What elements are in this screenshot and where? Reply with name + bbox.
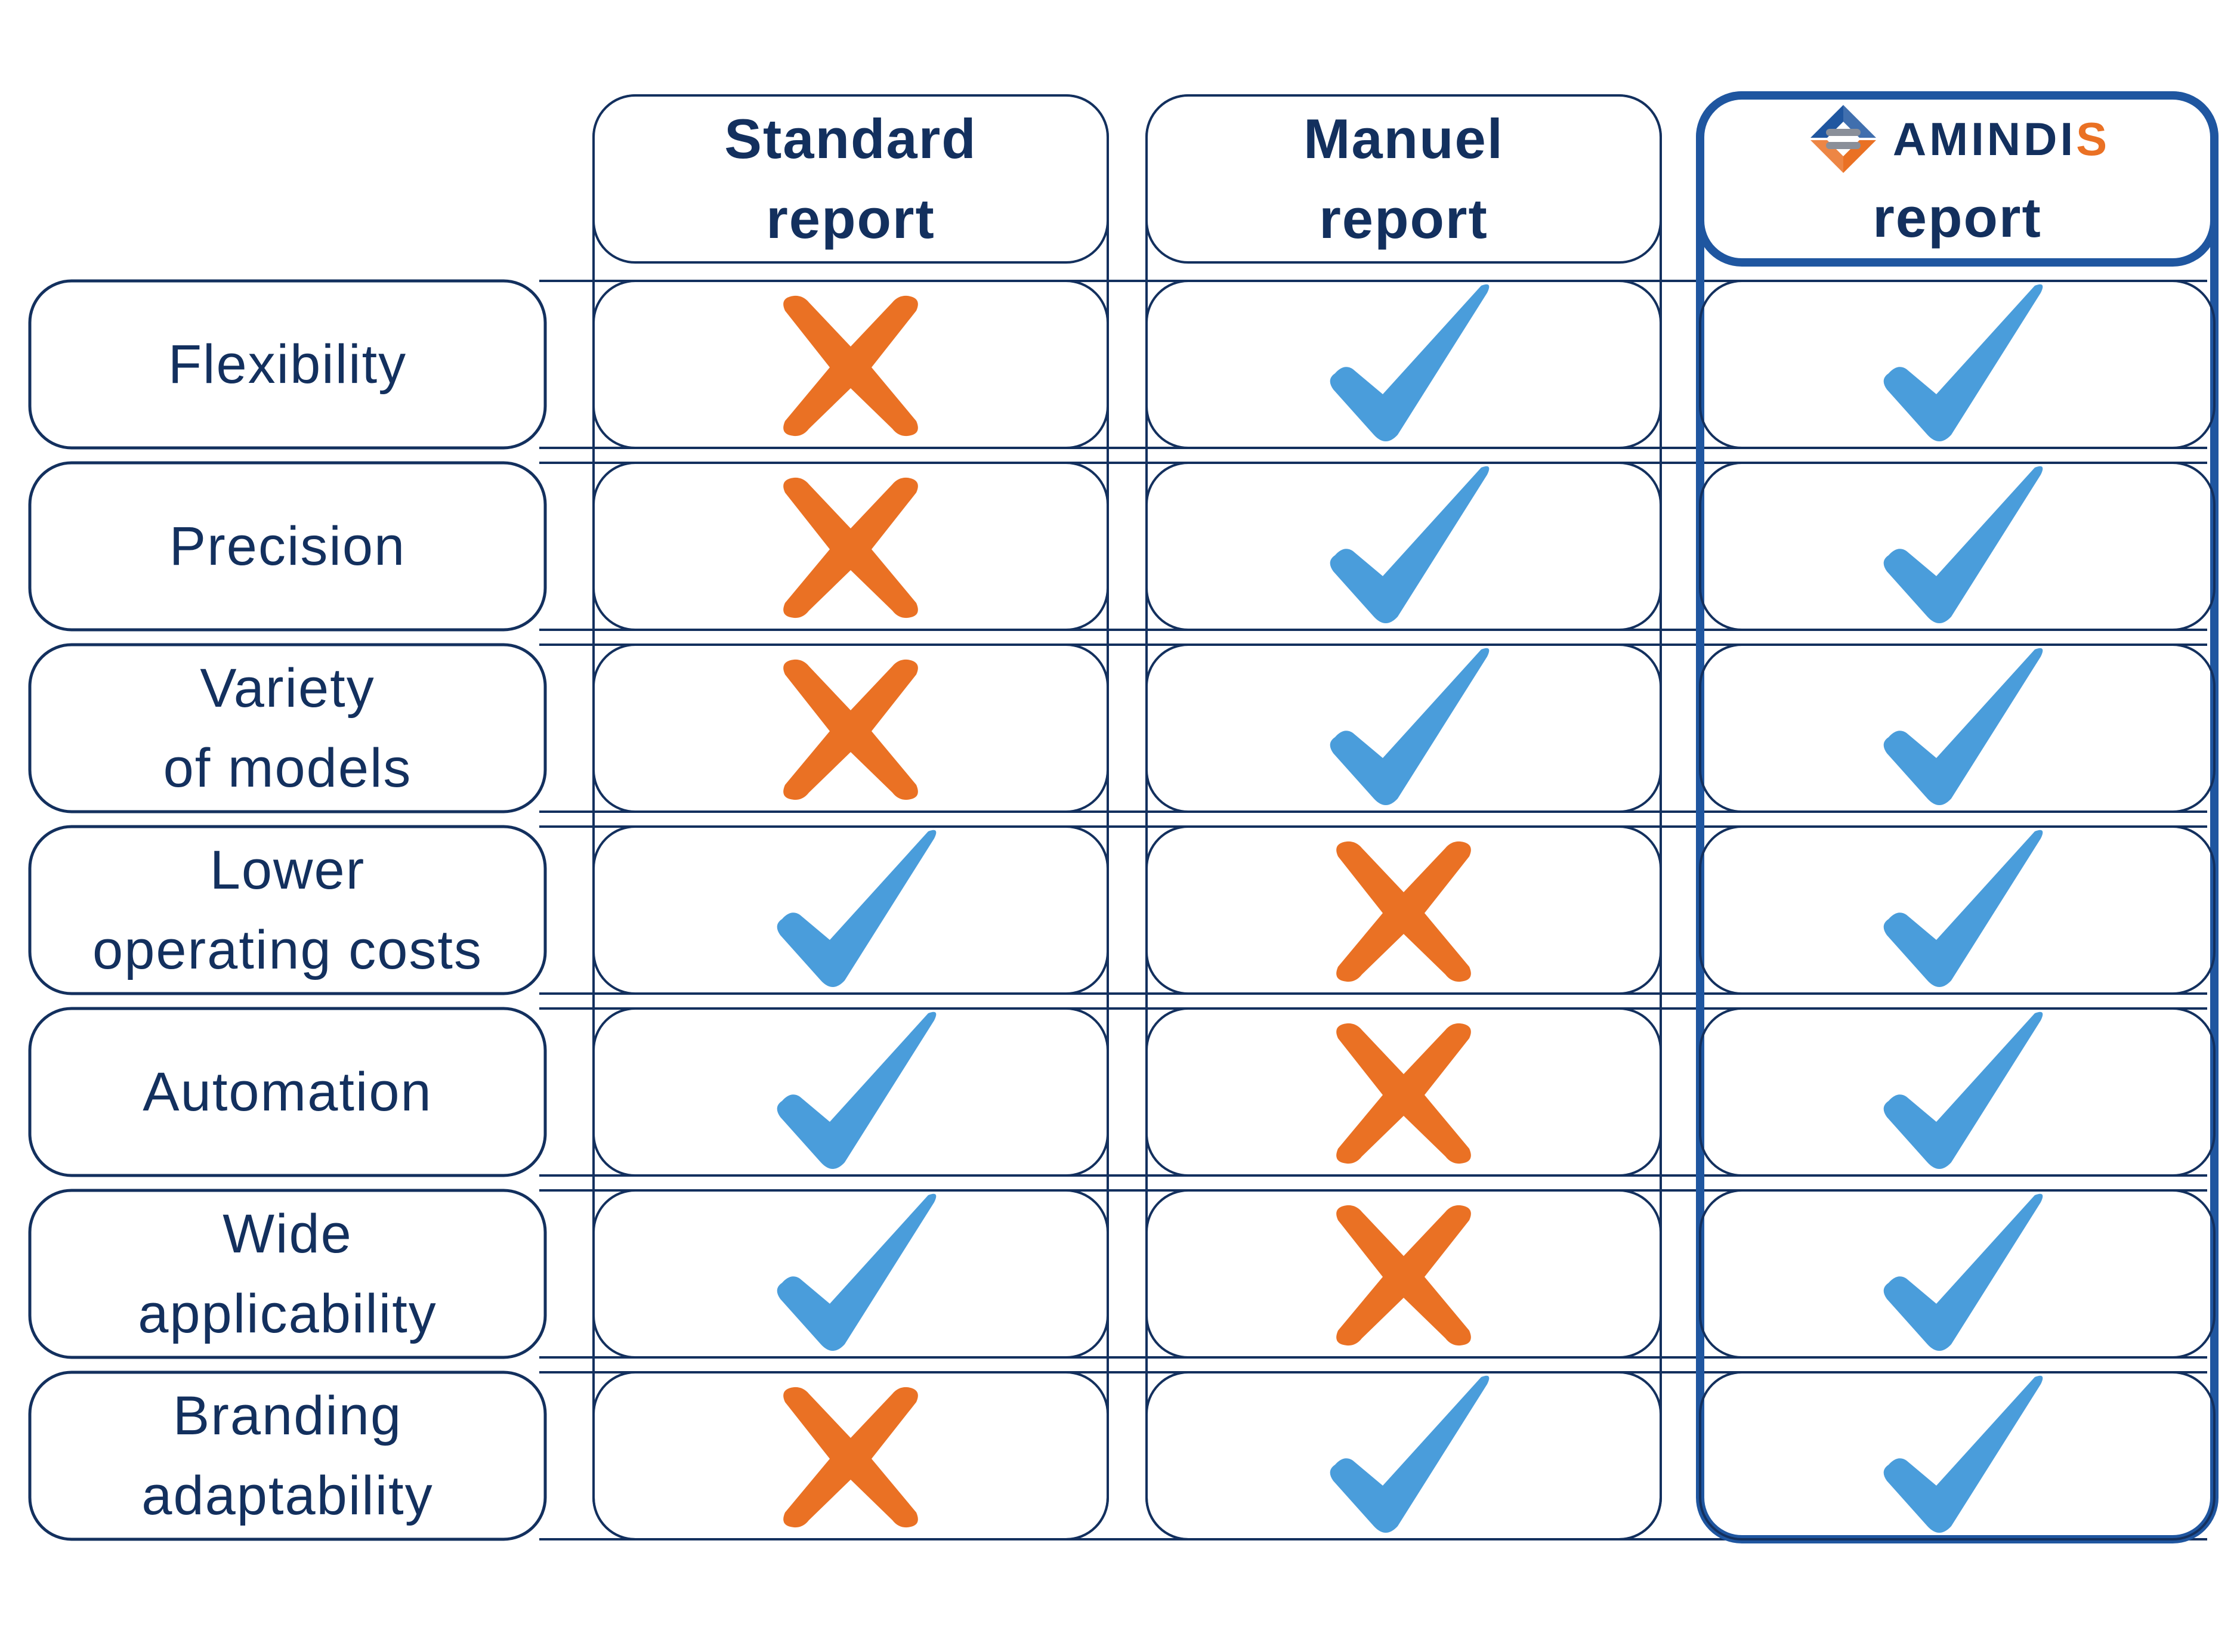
- check-icon: [777, 1011, 937, 1169]
- row-label-branding-adaptability: Branding adaptability: [141, 1385, 434, 1526]
- cell-box: [592, 1007, 1109, 1177]
- check-icon: [1883, 1375, 2043, 1533]
- cell-box: [1145, 644, 1662, 813]
- column-header-amindis: AMINDIS report: [1700, 95, 2214, 262]
- cell-box: [1145, 462, 1662, 631]
- amindis-brand-accent: S: [2076, 113, 2111, 165]
- row-label-automation: Automation: [143, 1062, 432, 1122]
- cell-box: [1699, 280, 2216, 449]
- row-label-box: [28, 1007, 547, 1177]
- cross-icon: [783, 1387, 918, 1528]
- cross-icon: [1336, 841, 1471, 982]
- cell-box: [1699, 1371, 2216, 1540]
- cross-icon: [783, 659, 918, 800]
- column-header-manuel: Manuel report: [1147, 95, 1661, 262]
- check-icon: [1330, 466, 1490, 623]
- cell-box: [1699, 1189, 2216, 1359]
- row-label-box: [28, 1189, 547, 1359]
- cell-box: [1145, 1189, 1662, 1359]
- cell-box: [1699, 462, 2216, 631]
- column-header-standard: Standard report: [594, 95, 1108, 262]
- check-icon: [777, 830, 937, 987]
- row-label-box: [28, 643, 547, 813]
- check-icon: [1883, 1193, 2043, 1351]
- check-icon: [1883, 830, 2043, 987]
- row-label-flexibility: Flexibility: [168, 334, 407, 395]
- amindis-brand: AMINDIS: [1805, 100, 2110, 178]
- row-label-box: [28, 1371, 547, 1541]
- cell-box: [1145, 825, 1662, 995]
- cross-icon: [783, 295, 918, 437]
- check-icon: [1330, 284, 1490, 441]
- column-header-manuel-line1: Manuel: [1303, 107, 1504, 170]
- column-header-box: [592, 94, 1109, 264]
- cell-box: [592, 825, 1109, 995]
- column-header-box: [1696, 91, 2219, 267]
- check-icon: [1883, 1011, 2043, 1169]
- column-header-amindis-line2: report: [1873, 186, 2042, 249]
- row-label-lower-operating-costs: Lower operating costs: [92, 840, 483, 980]
- amindis-brand-main: AMINDI: [1892, 113, 2077, 165]
- column-header-standard-line1: Standard: [724, 107, 977, 170]
- cross-icon: [1336, 1205, 1471, 1346]
- cell-box: [1145, 1371, 1662, 1540]
- cell-box: [592, 280, 1109, 449]
- row-label-box: [28, 461, 547, 632]
- amindis-logo-icon: [1810, 105, 1876, 173]
- check-icon: [777, 1193, 937, 1351]
- check-icon: [1883, 284, 2043, 441]
- check-icon: [1883, 466, 2043, 623]
- row-label-box: [28, 825, 547, 995]
- column-header-manuel-line2: report: [1319, 187, 1488, 250]
- cell-box: [1145, 280, 1662, 449]
- row-label-wide-applicability: Wide applicability: [138, 1204, 437, 1344]
- column-header-standard-line2: report: [766, 187, 935, 250]
- cell-box: [1699, 644, 2216, 813]
- cell-box: [592, 1189, 1109, 1359]
- amindis-brand-name: AMINDIS: [1893, 106, 2110, 172]
- cross-icon: [1336, 1023, 1471, 1164]
- row-label-variety-of-models: Variety of models: [163, 658, 412, 799]
- cell-box: [592, 644, 1109, 813]
- cell-box: [1699, 1007, 2216, 1177]
- check-icon: [1330, 648, 1490, 805]
- cross-icon: [783, 477, 918, 618]
- cell-box: [592, 462, 1109, 631]
- cell-box: [1699, 825, 2216, 995]
- cell-box: [1145, 1007, 1662, 1177]
- column-header-box: [1145, 94, 1662, 264]
- check-icon: [1883, 648, 2043, 805]
- check-icon: [1330, 1375, 1490, 1533]
- row-label-precision: Precision: [169, 516, 406, 577]
- cell-box: [592, 1371, 1109, 1540]
- row-label-box: [28, 279, 547, 450]
